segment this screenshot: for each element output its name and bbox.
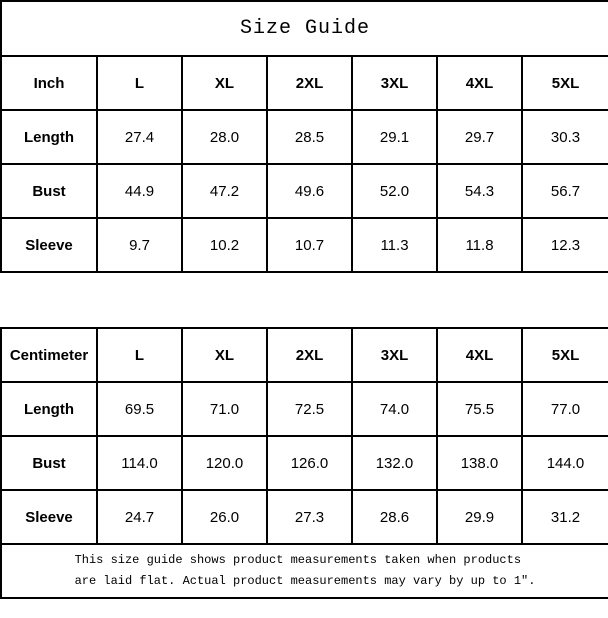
value-cell: 27.3: [266, 489, 353, 545]
value-cell: 29.7: [436, 109, 523, 165]
value-cell: 54.3: [436, 163, 523, 219]
footnote-text: This size guide shows product measuremen…: [75, 550, 536, 592]
value-cell: 138.0: [436, 435, 523, 491]
value-cell: 56.7: [520, 163, 608, 219]
row-label: Length: [0, 381, 98, 437]
row-label: Sleeve: [0, 489, 98, 545]
footnote: This size guide shows product measuremen…: [0, 543, 608, 599]
table-row: Sleeve 9.7 10.2 10.7 11.3 11.8 12.3: [0, 217, 608, 273]
table-row: Bust 44.9 47.2 49.6 52.0 54.3 56.7: [0, 163, 608, 219]
size-header: 2XL: [266, 55, 353, 111]
value-cell: 28.6: [351, 489, 438, 545]
inch-header-row: Inch L XL 2XL 3XL 4XL 5XL: [0, 55, 608, 111]
row-label: Bust: [0, 163, 98, 219]
size-header: 3XL: [351, 327, 438, 383]
size-header: 5XL: [521, 327, 608, 383]
inch-size-table: Size Guide Inch L XL 2XL 3XL 4XL 5XL Len…: [0, 0, 608, 273]
size-header: L: [96, 55, 183, 111]
value-cell: 29.9: [436, 489, 523, 545]
value-cell: 24.7: [96, 489, 183, 545]
value-cell: 9.7: [96, 217, 183, 273]
size-header: 4XL: [436, 327, 523, 383]
table-row: Bust 114.0 120.0 126.0 132.0 138.0 144.0: [0, 435, 608, 491]
centimeter-size-table: Centimeter L XL 2XL 3XL 4XL 5XL Length 6…: [0, 327, 608, 599]
size-header: XL: [181, 55, 268, 111]
value-cell: 26.0: [181, 489, 268, 545]
table-gap: [0, 273, 608, 327]
row-label: Bust: [0, 435, 98, 491]
unit-header-inch: Inch: [0, 55, 98, 111]
row-label: Sleeve: [0, 217, 98, 273]
size-header: XL: [181, 327, 268, 383]
footnote-line-1: This size guide shows product measuremen…: [74, 553, 522, 567]
value-cell: 52.0: [351, 163, 438, 219]
footnote-line-2: are laid flat. Actual product measuremen…: [74, 574, 536, 588]
value-cell: 132.0: [351, 435, 438, 491]
value-cell: 28.5: [266, 109, 353, 165]
value-cell: 72.5: [266, 381, 353, 437]
title-row: Size Guide: [0, 0, 608, 57]
size-header: L: [96, 327, 183, 383]
centimeter-header-row: Centimeter L XL 2XL 3XL 4XL 5XL: [0, 327, 608, 383]
value-cell: 74.0: [351, 381, 438, 437]
value-cell: 28.0: [181, 109, 268, 165]
value-cell: 10.2: [181, 217, 268, 273]
value-cell: 69.5: [96, 381, 183, 437]
value-cell: 30.3: [520, 109, 608, 165]
size-header: 4XL: [436, 55, 523, 111]
value-cell: 11.8: [436, 217, 523, 273]
unit-header-centimeter: Centimeter: [0, 327, 98, 383]
table-row: Sleeve 24.7 26.0 27.3 28.6 29.9 31.2: [0, 489, 608, 545]
value-cell: 10.7: [266, 217, 353, 273]
size-header: 5XL: [520, 55, 608, 111]
value-cell: 120.0: [181, 435, 268, 491]
table-row: Length 69.5 71.0 72.5 74.0 75.5 77.0: [0, 381, 608, 437]
row-label: Length: [0, 109, 98, 165]
value-cell: 49.6: [266, 163, 353, 219]
value-cell: 77.0: [521, 381, 608, 437]
size-header: 2XL: [266, 327, 353, 383]
value-cell: 75.5: [436, 381, 523, 437]
value-cell: 27.4: [96, 109, 183, 165]
value-cell: 47.2: [181, 163, 268, 219]
value-cell: 29.1: [351, 109, 438, 165]
value-cell: 114.0: [96, 435, 183, 491]
value-cell: 44.9: [96, 163, 183, 219]
value-cell: 11.3: [351, 217, 438, 273]
value-cell: 71.0: [181, 381, 268, 437]
table-row: Length 27.4 28.0 28.5 29.1 29.7 30.3: [0, 109, 608, 165]
page-title: Size Guide: [0, 0, 608, 57]
value-cell: 126.0: [266, 435, 353, 491]
footnote-row: This size guide shows product measuremen…: [0, 543, 608, 599]
value-cell: 144.0: [521, 435, 608, 491]
size-header: 3XL: [351, 55, 438, 111]
value-cell: 12.3: [520, 217, 608, 273]
value-cell: 31.2: [521, 489, 608, 545]
